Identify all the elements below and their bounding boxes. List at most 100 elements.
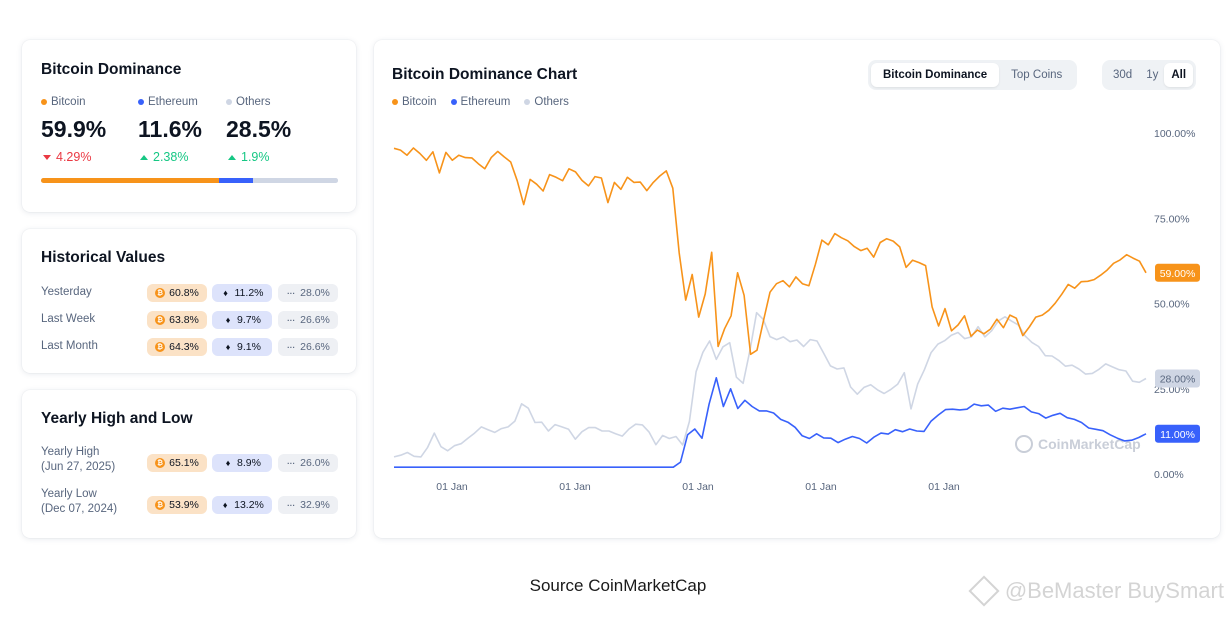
- history-btc-pill-value: 63.8%: [169, 314, 199, 326]
- ethereum-coin-icon: ♦: [222, 500, 228, 510]
- yearly-btc-pill-value: 53.9%: [169, 499, 199, 511]
- watermark: @BeMaster BuySmart: [968, 575, 1224, 607]
- coinmarketcap-logo-icon: [1015, 435, 1033, 453]
- tab-bitcoin-dominance[interactable]: Bitcoin Dominance: [871, 63, 1000, 87]
- yearly-btc-pill: ₿ 53.9%: [147, 496, 207, 514]
- chart-legend-bitcoin-label: Bitcoin: [402, 96, 437, 108]
- yearly-others-pill: ··· 26.0%: [278, 454, 338, 472]
- history-eth-pill: ♦ 9.1%: [212, 338, 272, 356]
- x-tick-label: 01 Jan: [436, 481, 468, 493]
- dominance-bar-bitcoin: [41, 178, 219, 183]
- caret-up-icon: [228, 154, 236, 160]
- history-eth-pill: ♦ 9.7%: [212, 311, 272, 329]
- chart-legend-ethereum-label: Ethereum: [460, 96, 511, 108]
- source-caption: Source CoinMarketCap: [529, 576, 707, 595]
- bitcoin-change: 4.29%: [43, 150, 91, 164]
- tab-top-coins[interactable]: Top Coins: [1011, 69, 1063, 81]
- more-dots-icon: ···: [287, 315, 296, 325]
- dominance-line-chart: 100.00%75.00%50.00%25.00%0.00%01 Jan 01 J…: [393, 128, 1200, 493]
- legend-ethereum-label: Ethereum: [148, 96, 198, 108]
- history-row-label: Yesterday: [41, 286, 92, 298]
- history-eth-pill-value: 9.1%: [237, 341, 261, 353]
- binance-logo-icon: [968, 575, 1000, 607]
- bitcoin-dot-icon: [392, 99, 398, 105]
- chart-legend-ethereum[interactable]: Ethereum: [450, 96, 511, 108]
- history-btc-pill: ₿ 63.8%: [147, 311, 207, 329]
- last-value-tag-label: 28.00%: [1160, 374, 1196, 386]
- dominance-title: Bitcoin Dominance: [41, 61, 182, 78]
- chart-legend: Bitcoin Ethereum Others: [392, 96, 583, 108]
- history-eth-pill-value: 9.7%: [237, 314, 261, 326]
- more-dots-icon: ···: [287, 288, 296, 298]
- chart-legend-others-label: Others: [534, 96, 569, 108]
- history-row-label: Last Week: [41, 313, 96, 325]
- chart-tab-group: Bitcoin Dominance Top Coins: [868, 60, 1078, 90]
- caret-down-icon: [43, 154, 51, 160]
- chart-legend-bitcoin[interactable]: Bitcoin: [392, 96, 437, 108]
- yearly-others-pill-value: 26.0%: [300, 457, 330, 469]
- series-line-bitcoin: [393, 147, 1147, 356]
- others-change-value: 1.9%: [241, 150, 270, 164]
- legend-others: Others: [226, 96, 271, 108]
- last-value-tag-bg: [1155, 424, 1200, 443]
- last-value-tag-others: 28.00%: [1155, 369, 1200, 388]
- ethereum-value: 11.6%: [138, 116, 202, 142]
- chart-title: Bitcoin Dominance Chart: [392, 66, 578, 83]
- bitcoin-coin-icon: ₿: [155, 288, 166, 298]
- range-all-button[interactable]: All: [1164, 63, 1194, 87]
- yearly-row-date: (Jun 27, 2025): [41, 461, 116, 473]
- history-eth-pill-value: 11.2%: [234, 287, 264, 299]
- history-others-pill-value: 28.0%: [300, 287, 330, 299]
- others-dot-icon: [524, 99, 531, 105]
- range-30d-button[interactable]: 30d: [1113, 69, 1133, 81]
- y-tick-label: 50.00%: [1154, 299, 1190, 311]
- ethereum-coin-icon: ♦: [225, 342, 231, 352]
- bitcoin-change-value: 4.29%: [56, 150, 92, 164]
- history-btc-pill: ₿ 60.8%: [147, 284, 207, 302]
- y-tick-label: 75.00%: [1154, 213, 1190, 225]
- history-others-pill-value: 26.6%: [300, 314, 330, 326]
- x-tick-label: 01 Jan: [559, 481, 591, 493]
- historical-values-card: Historical Values Yesterday ₿ 60.8% ♦ 11.2% ·…: [22, 229, 356, 373]
- last-value-tag-ethereum: 11.00%: [1155, 424, 1200, 443]
- history-btc-pill-value: 64.3%: [169, 341, 199, 353]
- yearly-others-pill: ··· 32.9%: [278, 496, 338, 514]
- yearly-row-label: Yearly High: [41, 446, 100, 458]
- range-1y-button[interactable]: 1y: [1146, 69, 1159, 81]
- yearly-row-date: (Dec 07, 2024): [41, 503, 118, 515]
- last-value-tag-label: 11.00%: [1160, 429, 1195, 441]
- more-dots-icon: ···: [287, 500, 296, 510]
- coinmarketcap-watermark: CoinMarketCap: [1015, 435, 1141, 453]
- yearly-eth-pill-value: 13.2%: [234, 499, 264, 511]
- legend-bitcoin-label: Bitcoin: [51, 96, 86, 108]
- history-others-pill: ··· 26.6%: [278, 338, 338, 356]
- watermark-text: @BeMaster BuySmart: [1004, 578, 1224, 603]
- others-value: 28.5%: [226, 116, 292, 142]
- chart-legend-others[interactable]: Others: [524, 96, 569, 108]
- legend-bitcoin: Bitcoin: [41, 96, 86, 108]
- ethereum-dot-icon: [138, 99, 144, 105]
- last-value-tag-bg: [1155, 263, 1200, 282]
- dominance-card: Bitcoin Dominance Bitcoin Ethereum Other…: [22, 40, 356, 212]
- x-tick-label: 01 Jan: [682, 481, 714, 493]
- more-dots-icon: ···: [287, 342, 296, 352]
- ethereum-coin-icon: ♦: [223, 288, 228, 298]
- series-line-ethereum: [394, 376, 1147, 469]
- legend-others-label: Others: [236, 96, 271, 108]
- yearly-high-low-card: Yearly High and Low Yearly High (Jun 27, …: [22, 390, 356, 538]
- history-others-pill-value: 26.6%: [300, 341, 330, 353]
- bitcoin-value: 59.9%: [41, 116, 107, 142]
- bitcoin-coin-icon: ₿: [155, 458, 166, 468]
- others-change: 1.9%: [228, 150, 270, 164]
- yearly-eth-pill: ♦ 8.9%: [212, 454, 272, 472]
- ethereum-dot-icon: [450, 99, 457, 105]
- dominance-bar-ethereum: [218, 178, 254, 183]
- ethereum-change: 2.38%: [140, 150, 188, 164]
- x-tick-label: 01 Jan: [928, 481, 960, 493]
- dominance-bar: [41, 178, 338, 183]
- y-tick-label: 0.00%: [1154, 469, 1184, 481]
- bitcoin-coin-icon: ₿: [155, 315, 166, 325]
- yearly-title: Yearly High and Low: [41, 410, 193, 427]
- legend-ethereum: Ethereum: [138, 96, 198, 108]
- range-tab-group: 30d 1y All: [1102, 60, 1197, 90]
